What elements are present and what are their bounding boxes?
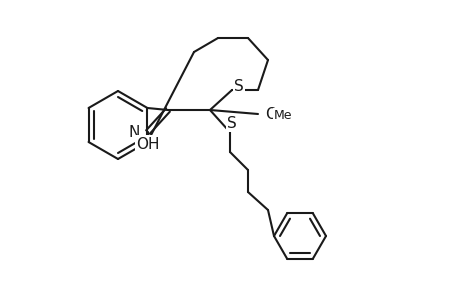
Text: O: O xyxy=(264,106,276,122)
Text: S: S xyxy=(234,79,243,94)
Text: OH: OH xyxy=(136,136,159,152)
Text: Me: Me xyxy=(274,109,292,122)
Text: N: N xyxy=(129,124,140,140)
Text: S: S xyxy=(227,116,236,130)
